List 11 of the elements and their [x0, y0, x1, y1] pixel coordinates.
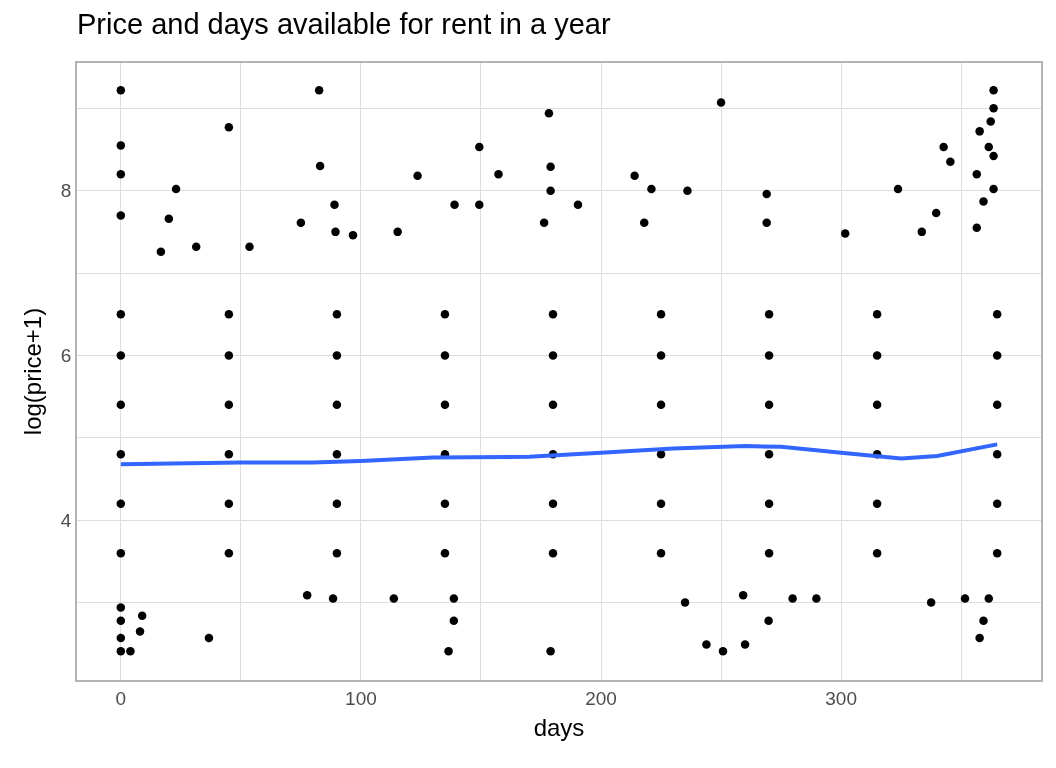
x-tick-label: 0 — [115, 687, 127, 709]
y-tick-label: 4 — [60, 509, 72, 531]
y-axis-title: log(price+1) — [19, 307, 47, 436]
chart-title: Price and days available for rent in a year — [77, 8, 611, 41]
y-tick-label: 8 — [60, 180, 72, 202]
x-tick-label: 300 — [825, 687, 857, 709]
y-tick-label: 6 — [60, 345, 72, 367]
x-tick-label: 200 — [585, 687, 617, 709]
x-tick-label: 100 — [345, 687, 377, 709]
x-axis-title: days — [533, 714, 585, 742]
line-series — [118, 442, 1000, 467]
